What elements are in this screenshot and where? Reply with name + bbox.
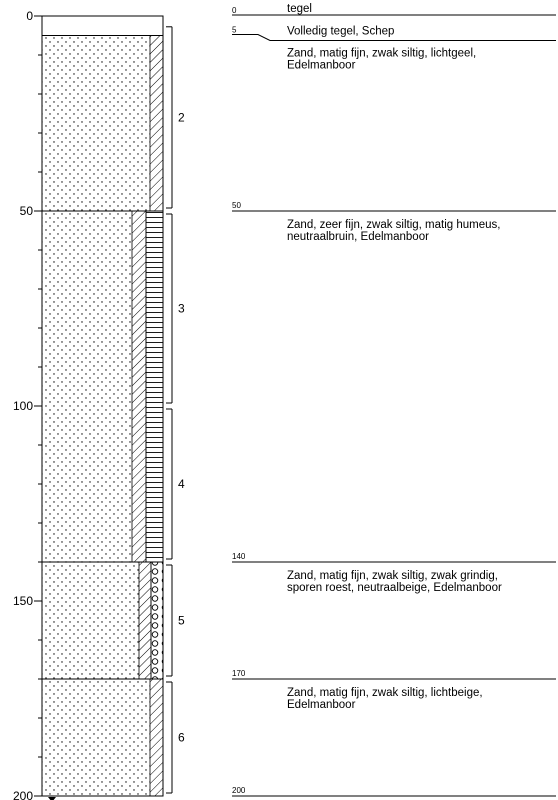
axis-tick-label: 0 xyxy=(26,9,33,23)
sample-number: 2 xyxy=(178,110,185,124)
description-text: Zand, matig fijn, zwak siltig, lichtbeig… xyxy=(287,687,483,699)
description-text: tegel xyxy=(287,3,312,15)
sample-number: 4 xyxy=(178,477,185,491)
layer-silt-hatch xyxy=(149,35,164,212)
axis-tick-label: 50 xyxy=(20,204,34,218)
description-text: Volledig tegel, Schep xyxy=(287,26,394,38)
layer-sand-dots xyxy=(42,35,150,211)
description-text: neutraalbruin, Edelmanboor xyxy=(287,231,429,243)
description-text: Zand, matig fijn, zwak siltig, lichtgeel… xyxy=(287,48,476,60)
axis-tick-label: 200 xyxy=(13,789,33,800)
description-depth-label: 0 xyxy=(232,6,237,15)
description-depth-label: 200 xyxy=(232,786,246,795)
layer-silt-hatch xyxy=(149,678,164,797)
description-depth-label: 5 xyxy=(232,26,237,35)
description-depth-label: 140 xyxy=(232,552,246,561)
bottom-marker-icon xyxy=(48,797,56,800)
layer-tegel xyxy=(41,15,164,36)
description-text: Zand, zeer fijn, zwak siltig, matig hume… xyxy=(287,219,500,231)
sample-number: 3 xyxy=(178,302,185,316)
layer-gravel-circles xyxy=(150,561,164,680)
layer-descriptions: 0 tegel 5 Volledig tegel, Schep Zand, matig … xyxy=(232,3,556,797)
layer-sand-dots xyxy=(42,211,132,562)
description-depth-label: 50 xyxy=(232,201,241,210)
description-depth-label: 170 xyxy=(232,669,246,678)
description-text: Zand, matig fijn, zwak siltig, zwak grin… xyxy=(287,570,498,582)
layer-silt-hatch xyxy=(138,561,152,680)
sample-markers: 2 3 4 5 6 xyxy=(166,26,185,794)
layer-sand-dots xyxy=(42,679,150,796)
sample-number: 5 xyxy=(178,614,185,628)
axis-tick-label: 150 xyxy=(13,594,33,608)
description-text: Edelmanboor xyxy=(287,699,356,711)
lithology-column xyxy=(41,15,164,797)
layer-sand-dots xyxy=(42,562,139,679)
description-text: Edelmanboor xyxy=(287,60,356,72)
sample-number: 6 xyxy=(178,731,185,745)
layer-silt-hatch xyxy=(131,210,147,563)
layer-outline xyxy=(41,678,164,797)
layer-humus-lines xyxy=(145,210,164,563)
description-divider xyxy=(232,34,556,41)
axis-tick-label: 100 xyxy=(13,399,33,413)
description-text: sporen roest, neutraalbeige, Edelmanboor xyxy=(287,582,502,594)
